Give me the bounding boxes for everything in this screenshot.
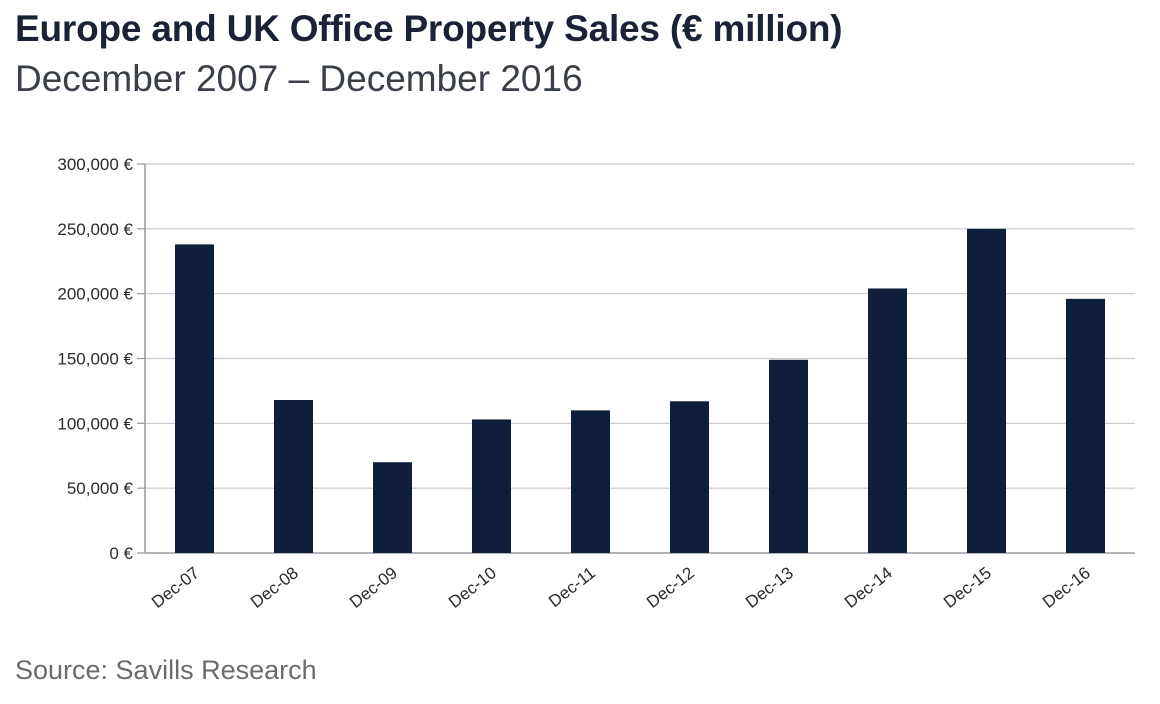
bars bbox=[175, 228, 1105, 553]
x-tick-label: Dec-12 bbox=[643, 563, 698, 612]
chart-subtitle: December 2007 – December 2016 bbox=[15, 58, 583, 99]
y-tick-label: 50,000 € bbox=[67, 479, 134, 498]
y-tick-label: 200,000 € bbox=[57, 285, 133, 304]
x-tick-label: Dec-11 bbox=[545, 563, 599, 611]
x-tick-label: Dec-13 bbox=[742, 563, 797, 612]
x-tick-label: Dec-10 bbox=[445, 563, 500, 612]
y-tick-label: 300,000 € bbox=[57, 155, 133, 174]
bar bbox=[1066, 298, 1105, 553]
x-tick-label: Dec-07 bbox=[148, 563, 203, 612]
y-tick-label: 0 € bbox=[109, 544, 133, 563]
bar bbox=[571, 410, 610, 553]
x-tick-label: Dec-09 bbox=[346, 563, 401, 612]
x-tick-label: Dec-15 bbox=[940, 563, 995, 612]
y-tick-label: 150,000 € bbox=[57, 350, 133, 369]
x-axis-ticks: Dec-07 Dec-08 Dec-09 Dec-10 Dec-11 Dec-12 Dec-… bbox=[148, 563, 1094, 612]
chart-title: Europe and UK Office Property Sales (€ m… bbox=[15, 8, 843, 49]
y-tick-label: 100,000 € bbox=[57, 414, 133, 433]
bar bbox=[472, 419, 511, 553]
bar bbox=[868, 288, 907, 553]
bar bbox=[967, 228, 1006, 553]
bar bbox=[769, 359, 808, 553]
source-note: Source: Savills Research bbox=[15, 655, 317, 685]
x-tick-label: Dec-16 bbox=[1039, 563, 1094, 612]
y-tick-label: 250,000 € bbox=[57, 220, 133, 239]
x-tick-label: Dec-08 bbox=[247, 563, 302, 612]
bar bbox=[373, 462, 412, 553]
bar bbox=[274, 399, 313, 553]
bar-chart: 0 € 50,000 € 100,000 € 150,000 € 200,000 € 25… bbox=[57, 155, 1135, 612]
y-axis-ticks: 0 € 50,000 € 100,000 € 150,000 € 200,000 € 25… bbox=[57, 155, 133, 563]
bar bbox=[175, 244, 214, 553]
bar bbox=[670, 401, 709, 553]
x-tick-label: Dec-14 bbox=[841, 563, 896, 612]
